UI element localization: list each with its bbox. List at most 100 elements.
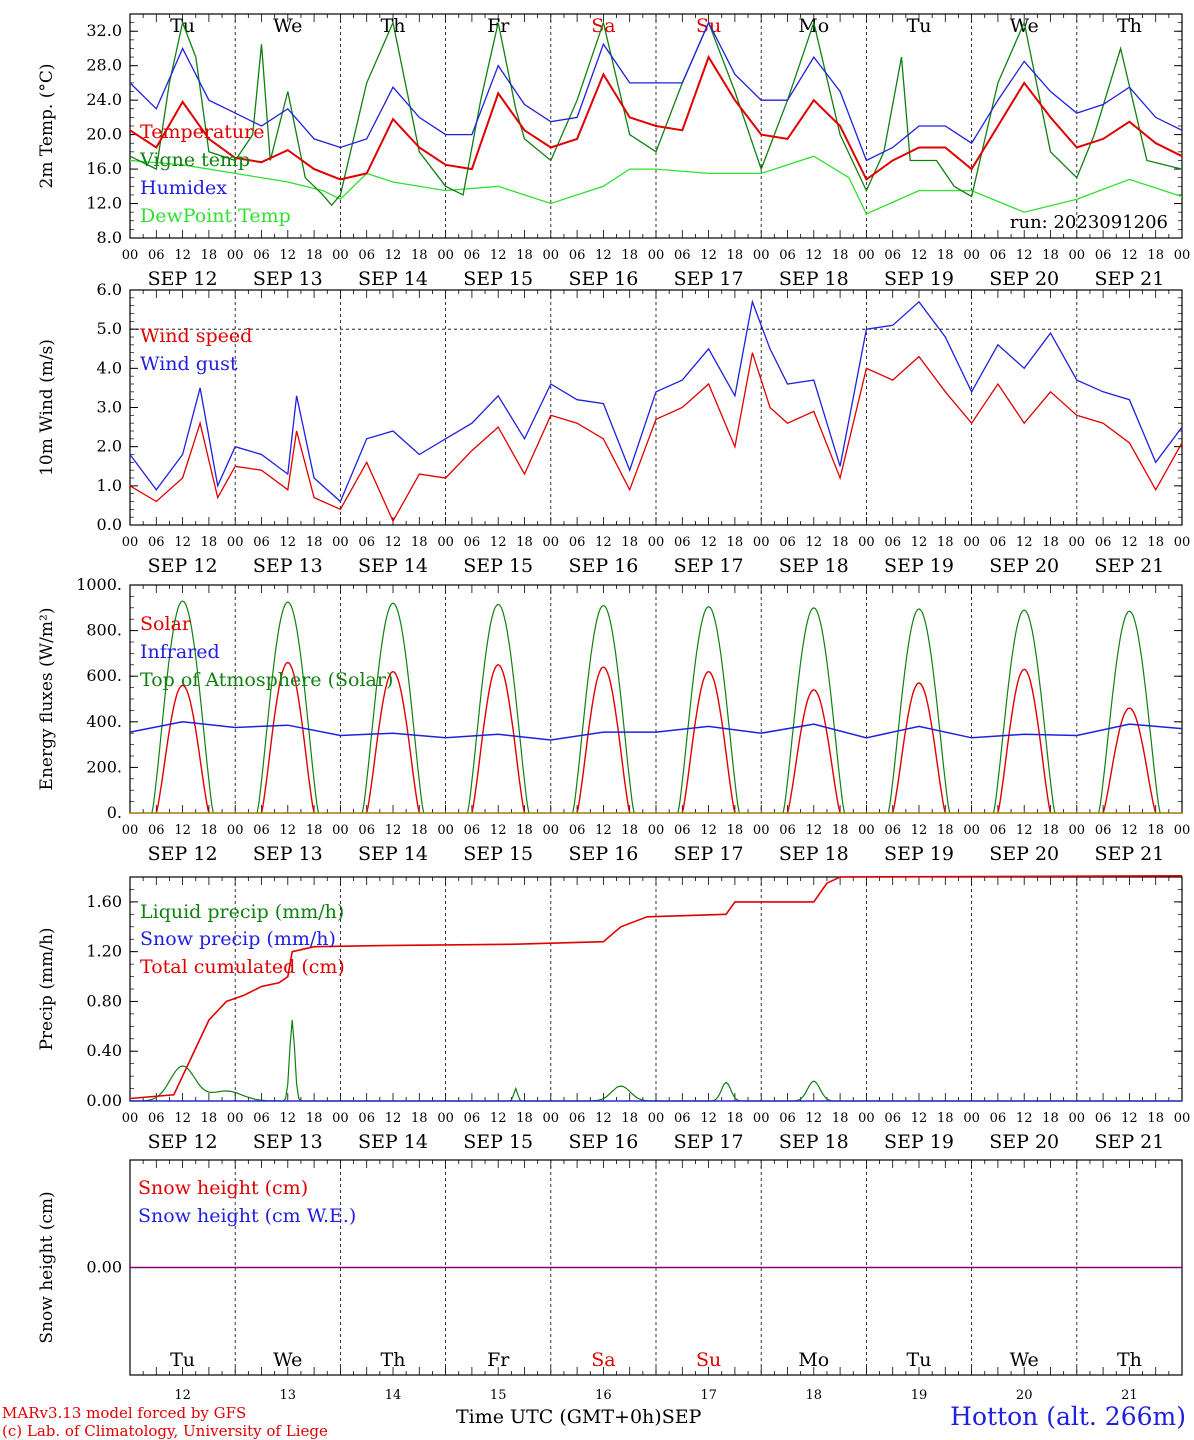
hour-tick-label: 18: [1147, 248, 1164, 263]
hour-tick-label: 00: [963, 248, 980, 263]
date-label: SEP 14: [358, 843, 428, 865]
hour-tick-label: 00: [543, 248, 560, 263]
hour-tick-label: 18: [727, 1111, 744, 1126]
day-name: Tu: [170, 15, 195, 37]
solar-curve: [576, 666, 631, 814]
hour-tick-label: 12: [911, 248, 928, 263]
hour-tick-label: 06: [148, 248, 165, 263]
y-tick-label: 0.0: [97, 515, 122, 534]
hour-tick-label: 00: [858, 823, 875, 838]
solar-curve: [892, 682, 946, 814]
hour-tick-label: 00: [963, 1111, 980, 1126]
hour-tick-label: 12: [595, 823, 612, 838]
hour-tick-label: 00: [1174, 1111, 1191, 1126]
y-tick-label: 28.0: [86, 56, 122, 75]
hour-tick-label: 06: [148, 535, 165, 550]
hour-tick-label: 12: [595, 1111, 612, 1126]
hour-tick-label: 18: [306, 823, 323, 838]
date-number: 16: [595, 1388, 612, 1403]
lab-credit: (c) Lab. of Climatology, University of L…: [2, 1422, 328, 1440]
hour-tick-label: 00: [227, 823, 244, 838]
hour-tick-label: 06: [779, 823, 796, 838]
hour-tick-label: 00: [1174, 248, 1191, 263]
legend-entry: Top of Atmosphere (Solar): [140, 669, 393, 691]
date-label: SEP 13: [253, 843, 323, 865]
date-label: SEP 13: [253, 1131, 323, 1153]
hour-tick-label: 12: [911, 535, 928, 550]
hour-tick-label: 12: [806, 823, 823, 838]
hour-tick-label: 12: [385, 823, 402, 838]
hour-tick-label: 18: [1147, 535, 1164, 550]
hour-tick-label: 18: [937, 248, 954, 263]
hour-tick-label: 18: [1147, 823, 1164, 838]
hour-tick-label: 12: [806, 1111, 823, 1126]
toa-curve: [361, 602, 425, 814]
hour-tick-label: 00: [753, 248, 770, 263]
hour-tick-label: 18: [832, 1111, 849, 1126]
hour-tick-label: 12: [911, 823, 928, 838]
x-axis-label: Time UTC (GMT+0h): [456, 1406, 662, 1428]
date-number: 14: [385, 1388, 402, 1403]
hour-tick-label: 00: [1069, 823, 1086, 838]
hour-tick-label: 06: [569, 823, 586, 838]
hour-tick-label: 18: [411, 535, 428, 550]
hour-tick-label: 18: [621, 535, 638, 550]
hour-tick-label: 18: [937, 1111, 954, 1126]
toa-curve: [256, 601, 320, 814]
hour-tick-label: 18: [411, 1111, 428, 1126]
hour-tick-label: 12: [1121, 1111, 1138, 1126]
day-name: Mo: [798, 15, 829, 37]
y-tick-label: 3.0: [97, 398, 122, 417]
hour-tick-label: 00: [858, 535, 875, 550]
hour-tick-label: 00: [963, 823, 980, 838]
hour-tick-label: 12: [1016, 535, 1033, 550]
hour-tick-label: 00: [543, 535, 560, 550]
hour-tick-label: 12: [490, 248, 507, 263]
day-name: We: [273, 1349, 302, 1371]
legend-entry: DewPoint Temp: [140, 205, 291, 227]
hour-tick-label: 06: [674, 535, 691, 550]
y-tick-label: 0.00: [86, 1091, 122, 1110]
hour-tick-label: 00: [1069, 1111, 1086, 1126]
date-label: SEP 21: [1094, 1131, 1164, 1153]
day-name: Th: [381, 1349, 406, 1371]
date-label: SEP 16: [568, 268, 638, 290]
day-name: Tu: [907, 15, 932, 37]
hour-tick-label: 06: [358, 823, 375, 838]
hour-tick-label: 00: [1174, 823, 1191, 838]
hour-tick-label: 00: [227, 1111, 244, 1126]
y-tick-label: 8.0: [97, 228, 122, 247]
legend-entry: Total cumulated (cm): [140, 956, 345, 978]
hour-tick-label: 00: [1174, 535, 1191, 550]
date-label: SEP 13: [253, 268, 323, 290]
hour-tick-label: 06: [253, 535, 270, 550]
date-label: SEP 16: [568, 1131, 638, 1153]
solar-curve: [155, 684, 210, 814]
day-name: Tu: [170, 1349, 195, 1371]
hour-tick-label: 12: [174, 1111, 191, 1126]
hour-tick-label: 18: [201, 248, 218, 263]
model-credit: MARv3.13 model forced by GFS: [2, 1404, 247, 1422]
day-name: Th: [1117, 1349, 1142, 1371]
hour-tick-label: 06: [569, 248, 586, 263]
hour-tick-label: 18: [1042, 823, 1059, 838]
date-label: SEP 14: [358, 555, 428, 577]
legend-entry: Temperature: [140, 121, 264, 143]
y-tick-label: 1.60: [86, 892, 122, 911]
hour-tick-label: 00: [1069, 535, 1086, 550]
date-number: 18: [806, 1388, 823, 1403]
run-label: run: 2023091206: [1010, 212, 1168, 233]
hour-tick-label: 12: [174, 248, 191, 263]
date-label: SEP 21: [1094, 268, 1164, 290]
date-label: SEP 18: [779, 843, 849, 865]
toa-curve: [466, 603, 530, 814]
hour-tick-label: 00: [437, 248, 454, 263]
day-name: Mo: [798, 1349, 829, 1371]
series-line: [129, 54, 1183, 181]
toa-curve: [887, 608, 951, 814]
hour-tick-label: 18: [621, 823, 638, 838]
hour-tick-label: 18: [306, 535, 323, 550]
date-label: SEP 20: [989, 555, 1059, 577]
y-tick-label: 2.0: [97, 437, 122, 456]
hour-tick-label: 12: [595, 248, 612, 263]
